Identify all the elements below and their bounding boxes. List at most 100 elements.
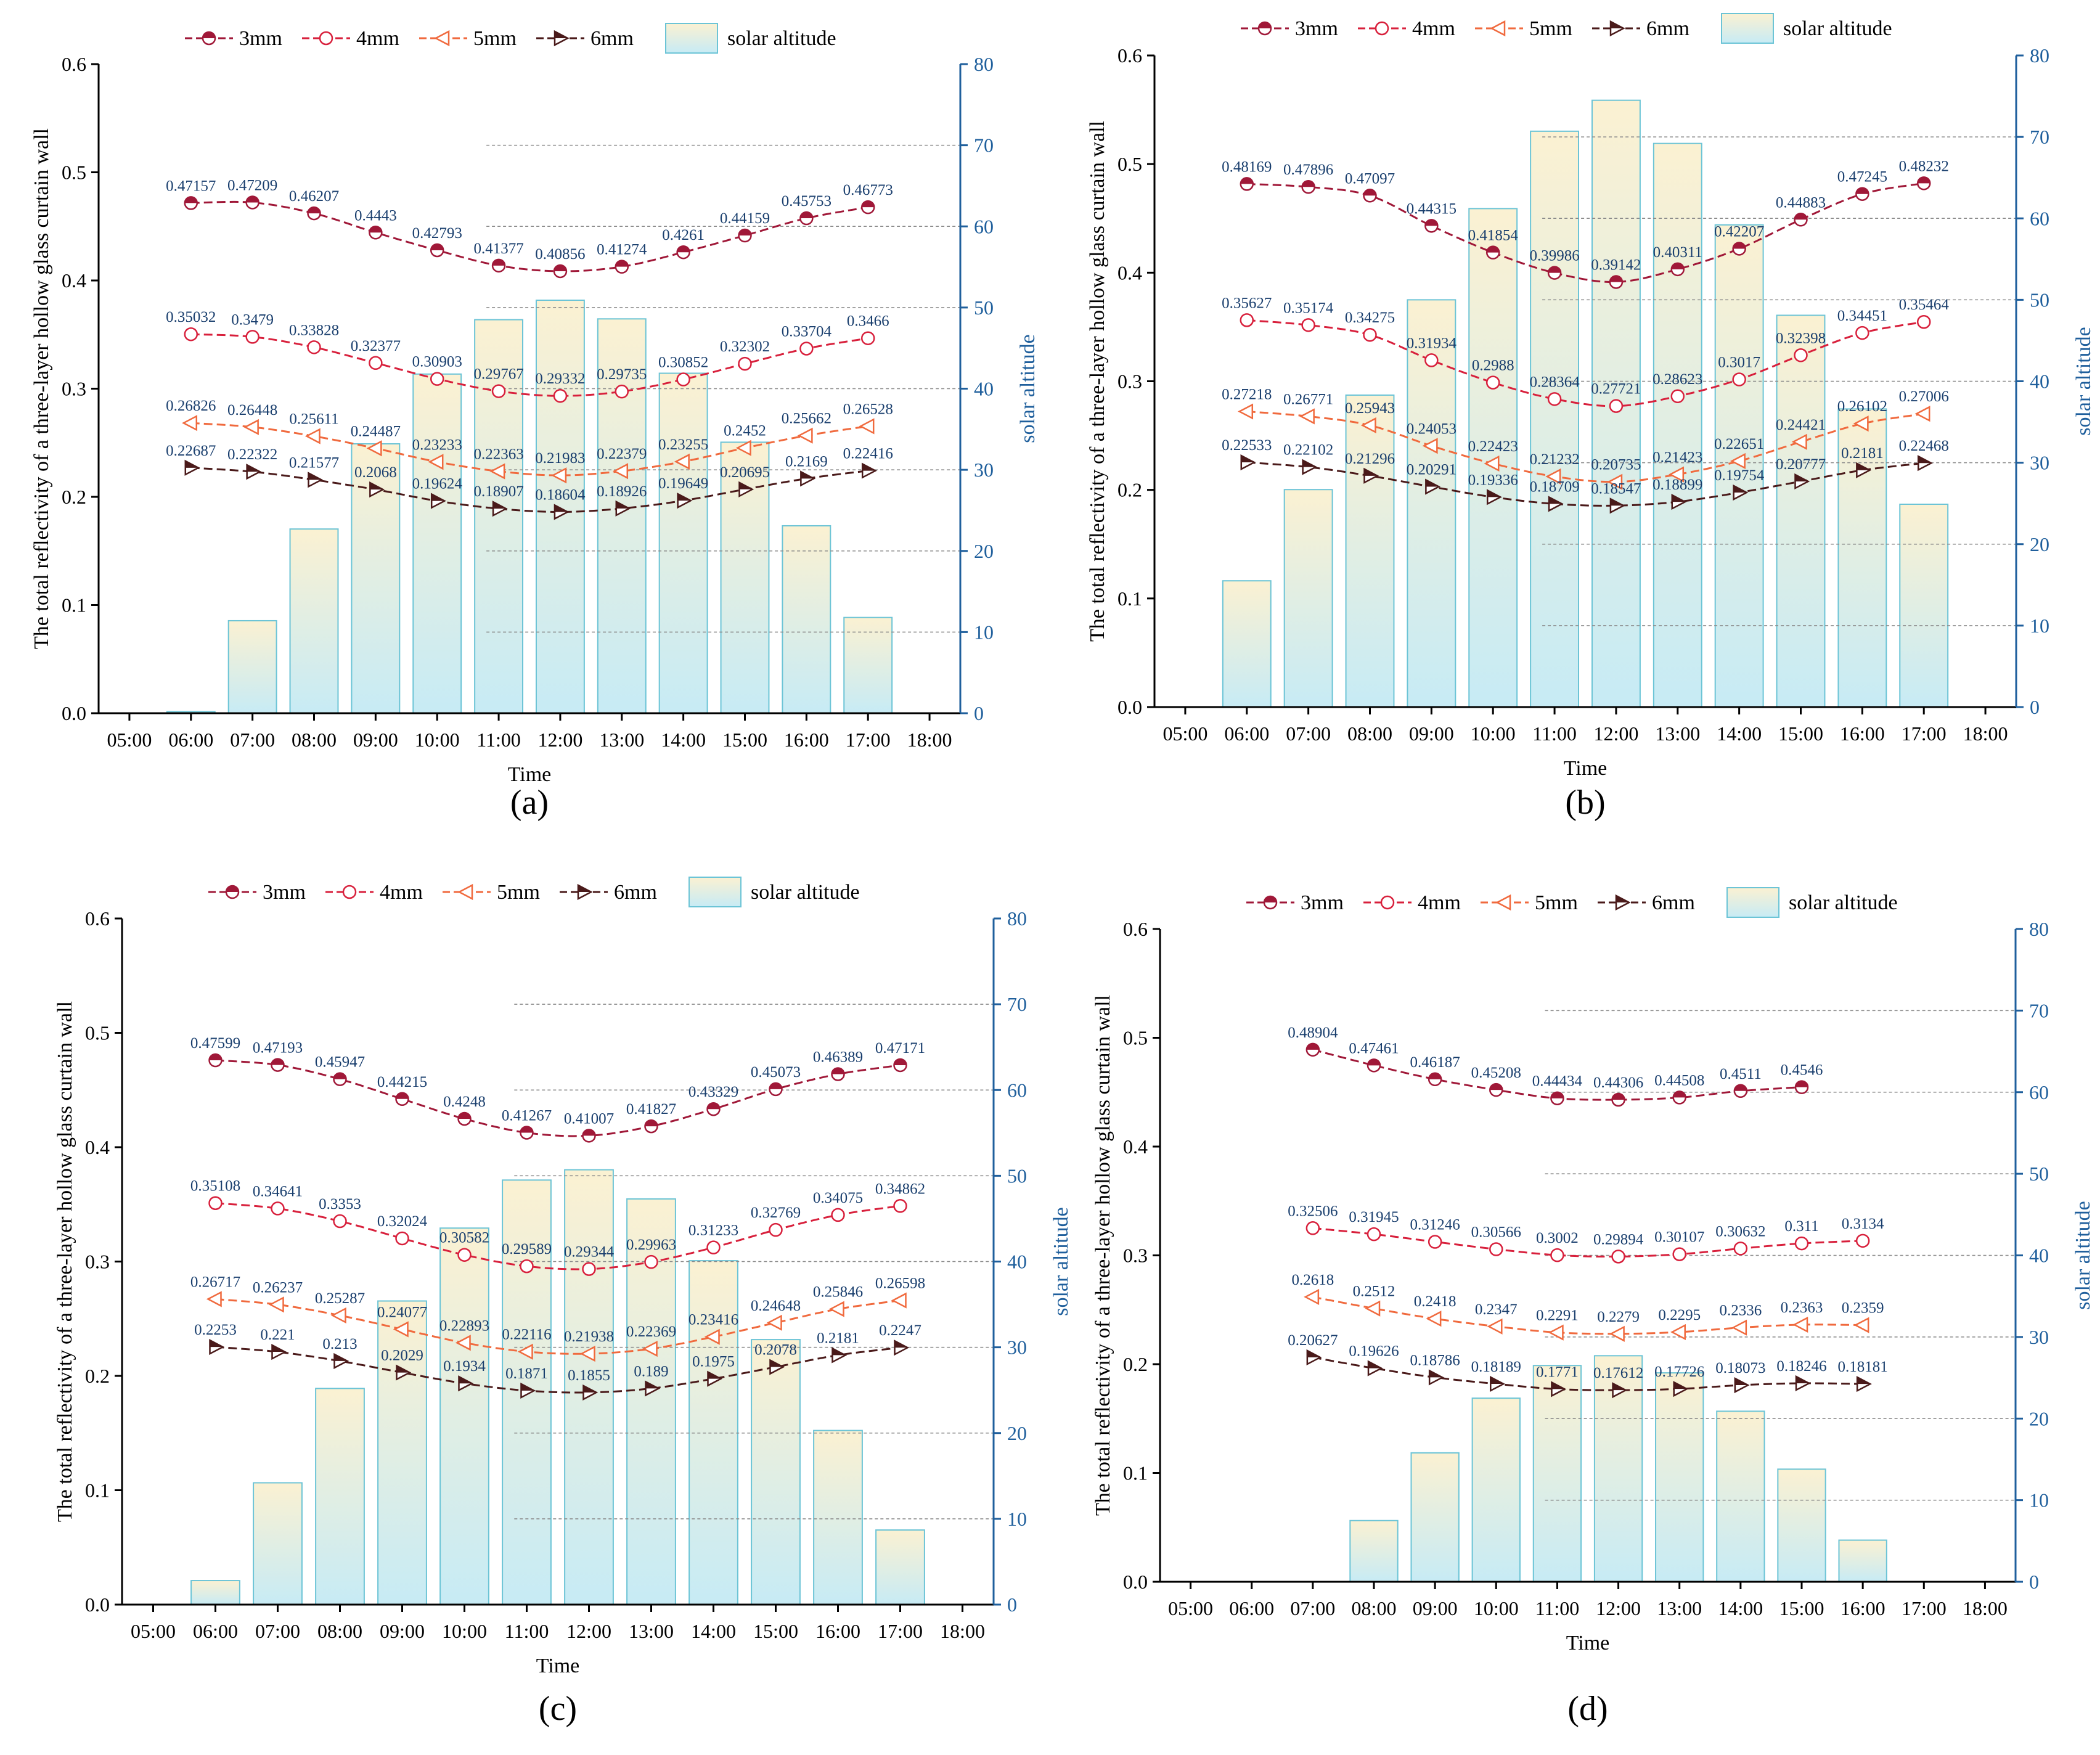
y-tick-label: 0.3 bbox=[85, 1251, 110, 1273]
data-point-5mm bbox=[1487, 1318, 1503, 1335]
data-label: 0.46207 bbox=[289, 188, 339, 205]
data-point-3mm-fill bbox=[431, 243, 444, 250]
y2-tick-label: 10 bbox=[2029, 1489, 2049, 1512]
x-tick-label: 13:00 bbox=[629, 1620, 674, 1642]
data-point-3mm-fill bbox=[246, 196, 259, 203]
legend-marker-3mm-fill bbox=[1264, 896, 1277, 902]
data-point-6mm-fill bbox=[801, 472, 814, 479]
data-label: 0.47209 bbox=[227, 177, 277, 194]
data-label: 0.3479 bbox=[231, 311, 274, 328]
data-point-3mm-fill bbox=[396, 1092, 409, 1099]
data-point-4mm bbox=[520, 1259, 534, 1274]
x-tick-label: 13:00 bbox=[1657, 1597, 1702, 1619]
data-point-5mm bbox=[1422, 438, 1438, 454]
data-point-6mm-fill bbox=[1857, 463, 1870, 470]
x-tick-label: 09:00 bbox=[353, 729, 398, 751]
data-point-3mm-fill bbox=[1794, 213, 1807, 220]
data-point-3mm-fill bbox=[1609, 276, 1622, 282]
x-tick-label: 08:00 bbox=[317, 1620, 362, 1642]
data-point-6mm-fill bbox=[1426, 480, 1439, 487]
data-label: 0.26102 bbox=[1837, 398, 1887, 415]
data-point-5mm bbox=[1853, 415, 1869, 432]
data-point-4mm bbox=[1550, 1248, 1564, 1262]
series-line-6mm bbox=[1312, 1356, 1863, 1391]
data-label: 0.26598 bbox=[875, 1275, 925, 1292]
data-label: 0.2452 bbox=[724, 423, 766, 440]
solar-altitude-bar bbox=[1838, 1539, 1887, 1583]
data-point-6mm-fill bbox=[1364, 468, 1378, 476]
data-point-5mm bbox=[797, 427, 813, 444]
data-point-6mm-fill bbox=[1734, 1378, 1748, 1386]
legend-label: 5mm bbox=[1535, 891, 1578, 914]
y-tick-label: 0.5 bbox=[62, 162, 86, 184]
y2-tick-label: 60 bbox=[2030, 207, 2049, 229]
data-point-4mm bbox=[395, 1231, 409, 1246]
y-tick-label: 0.4 bbox=[1123, 1135, 1148, 1158]
y2-tick-label: 70 bbox=[2029, 999, 2049, 1021]
data-label: 0.22322 bbox=[227, 446, 277, 463]
data-point-3mm-fill bbox=[1240, 178, 1253, 184]
y2-tick-label: 60 bbox=[2029, 1081, 2049, 1103]
solar-altitude-bar bbox=[1410, 1452, 1460, 1582]
legend-marker-6mm-fill bbox=[1611, 22, 1624, 28]
legend-label: 4mm bbox=[1418, 891, 1461, 914]
legend-label: 5mm bbox=[473, 27, 517, 50]
data-point-6mm-fill bbox=[677, 494, 691, 501]
data-label: 0.4248 bbox=[443, 1094, 486, 1110]
data-point-3mm-fill bbox=[707, 1103, 720, 1110]
data-label: 0.48904 bbox=[1288, 1025, 1338, 1041]
data-point-5mm bbox=[1670, 1323, 1686, 1340]
data-point-3mm-fill bbox=[738, 229, 751, 236]
solar-altitude-bar bbox=[377, 1300, 427, 1606]
x-tick-label: 08:00 bbox=[1352, 1597, 1397, 1619]
y-tick-label: 0.3 bbox=[1123, 1245, 1148, 1267]
data-point-5mm bbox=[1484, 455, 1500, 472]
legend-bar-swatch bbox=[1721, 13, 1774, 44]
data-label: 0.2068 bbox=[354, 464, 397, 481]
solar-altitude-bar bbox=[564, 1169, 614, 1605]
data-label: 0.27006 bbox=[1899, 388, 1949, 405]
y2-tick-label: 20 bbox=[2030, 533, 2049, 555]
data-point-6mm-fill bbox=[832, 1348, 846, 1356]
x-tick-label: 10:00 bbox=[415, 729, 460, 751]
data-point-6mm-fill bbox=[1429, 1370, 1443, 1378]
solar-altitude-bar bbox=[1468, 208, 1518, 708]
x-tick-label: 11:00 bbox=[1535, 1597, 1580, 1619]
data-point-4mm bbox=[831, 1208, 845, 1222]
y2-axis-title: solar altitude bbox=[2072, 327, 2095, 436]
x-tick-label: 16:00 bbox=[815, 1620, 860, 1642]
data-point-3mm-fill bbox=[308, 207, 321, 214]
data-point-3mm-fill bbox=[209, 1054, 222, 1061]
y2-axis-title: solar altitude bbox=[1016, 334, 1039, 443]
data-label: 0.26771 bbox=[1283, 391, 1333, 407]
legend-label: 3mm bbox=[239, 27, 282, 50]
data-point-6mm-fill bbox=[1241, 456, 1254, 463]
legend-label: 4mm bbox=[380, 881, 423, 904]
data-point-6mm-fill bbox=[1733, 486, 1747, 493]
data-point-4mm bbox=[582, 1262, 596, 1276]
data-label: 0.18709 bbox=[1529, 478, 1579, 495]
y2-tick-label: 80 bbox=[2029, 918, 2049, 940]
x-tick-label: 14:00 bbox=[661, 729, 706, 751]
data-label: 0.17726 bbox=[1654, 1364, 1704, 1380]
solar-altitude-bar bbox=[474, 319, 524, 714]
legend-label: 4mm bbox=[356, 27, 399, 50]
y-tick-label: 0.6 bbox=[1123, 918, 1148, 940]
data-point-3mm-fill bbox=[1796, 1081, 1808, 1087]
data-label: 0.4546 bbox=[1781, 1062, 1823, 1079]
data-point-3mm-fill bbox=[1551, 1092, 1564, 1098]
y2-tick-label: 40 bbox=[1007, 1251, 1027, 1273]
x-axis-title: Time bbox=[536, 1655, 580, 1677]
data-point-3mm-fill bbox=[458, 1112, 471, 1119]
data-label: 0.39142 bbox=[1591, 256, 1641, 273]
data-label: 0.2029 bbox=[381, 1348, 423, 1364]
data-label: 0.47157 bbox=[166, 178, 216, 194]
data-label: 0.40311 bbox=[1653, 244, 1702, 261]
x-tick-label: 14:00 bbox=[1718, 1597, 1763, 1619]
data-label: 0.29894 bbox=[1593, 1231, 1644, 1248]
x-tick-label: 07:00 bbox=[1286, 722, 1331, 745]
solar-altitude-bar bbox=[412, 373, 462, 714]
data-point-5mm bbox=[642, 1340, 658, 1357]
solar-altitude-bar bbox=[1222, 580, 1272, 708]
